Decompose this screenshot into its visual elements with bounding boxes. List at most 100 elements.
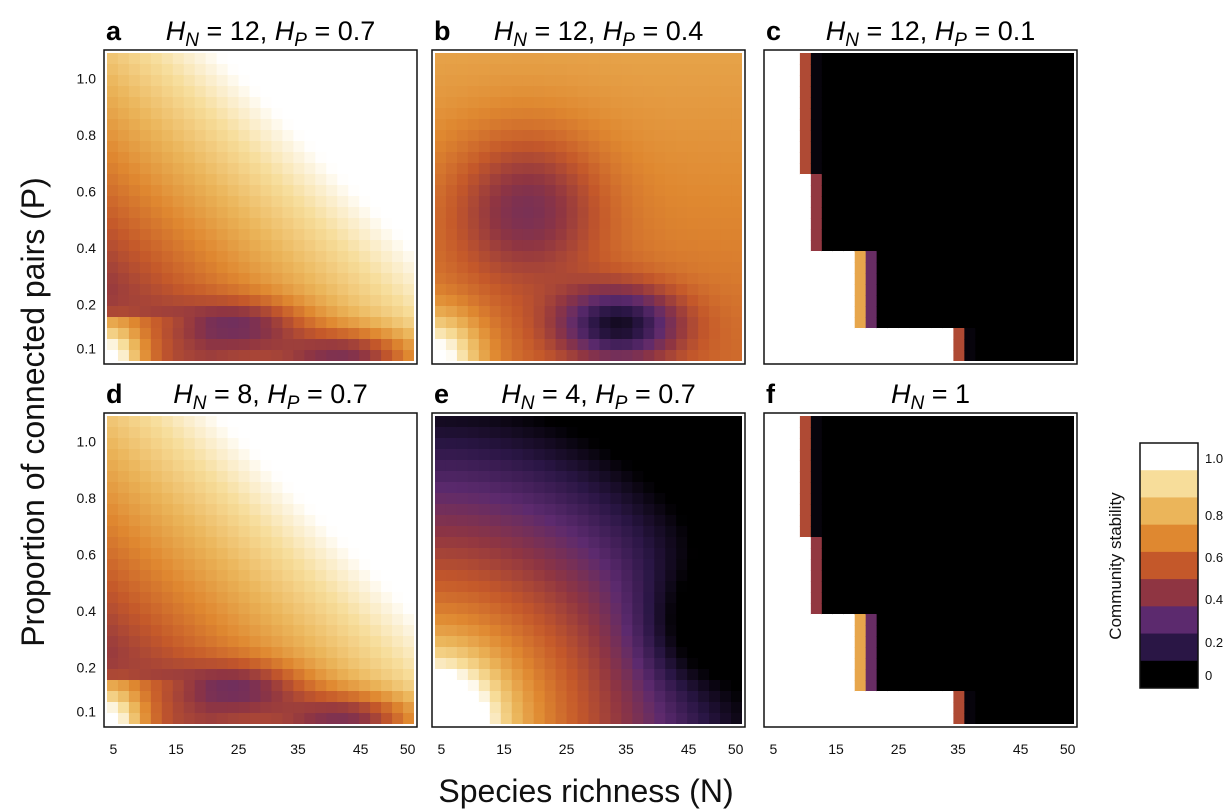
heatmap-cell: [139, 603, 152, 615]
heatmap-cell: [533, 229, 546, 241]
heatmap-cell: [544, 471, 557, 483]
heatmap-cell: [709, 350, 721, 361]
heatmap-cell: [238, 218, 251, 230]
heatmap-cell: [467, 691, 480, 703]
heatmap-cell: [315, 130, 327, 142]
heatmap-cell: [392, 658, 404, 670]
heatmap-cell: [898, 284, 911, 296]
heatmap-cell: [687, 614, 699, 626]
heatmap-cell: [337, 251, 349, 263]
heatmap-cell: [964, 449, 976, 461]
heatmap-cell: [107, 174, 119, 186]
heatmap-cell: [403, 614, 414, 626]
heatmap-cell: [1008, 559, 1020, 571]
heatmap-cell: [931, 691, 944, 703]
heatmap-cell: [665, 218, 677, 230]
heatmap-cell: [654, 592, 666, 604]
heatmap-cell: [326, 75, 338, 87]
heatmap-cell: [456, 438, 469, 450]
heatmap-cell: [610, 537, 622, 549]
heatmap-cell: [1041, 515, 1053, 527]
heatmap-cell: [348, 284, 360, 296]
heatmap-cell: [172, 548, 185, 560]
heatmap-cell: [128, 658, 141, 670]
heatmap-cell: [1019, 207, 1031, 219]
heatmap-cell: [1041, 713, 1053, 724]
heatmap-cell: [665, 702, 677, 714]
heatmap-cell: [788, 647, 801, 659]
heatmap-cell: [271, 658, 284, 670]
heatmap-cell: [942, 515, 954, 527]
heatmap-cell: [500, 229, 513, 241]
heatmap-cell: [359, 218, 371, 230]
heatmap-cell: [555, 460, 568, 472]
heatmap-cell: [599, 713, 612, 724]
panel-letter-e: e: [434, 379, 449, 409]
heatmap-cell: [227, 702, 240, 714]
heatmap-cell: [117, 603, 130, 615]
heatmap-cell: [854, 559, 867, 571]
heatmap-cell: [799, 174, 812, 186]
heatmap-cell: [975, 152, 987, 164]
heatmap-cell: [359, 75, 371, 87]
heatmap-cell: [260, 317, 273, 329]
heatmap-cell: [304, 328, 316, 340]
heatmap-cell: [1052, 713, 1064, 724]
heatmap-cell: [1030, 592, 1042, 604]
heatmap-cell: [698, 592, 710, 604]
heatmap-cell: [898, 350, 911, 361]
heatmap-cell: [720, 284, 732, 296]
heatmap-cell: [249, 75, 262, 87]
heatmap-cell: [467, 460, 480, 472]
heatmap-cell: [445, 471, 458, 483]
heatmap-cell: [920, 603, 933, 615]
heatmap-cell: [676, 669, 688, 681]
heatmap-cell: [315, 669, 327, 681]
heatmap-cell: [953, 504, 965, 516]
heatmap-cell: [381, 317, 393, 329]
heatmap-cell: [610, 273, 622, 285]
heatmap-cell: [172, 559, 185, 571]
heatmap-cell: [997, 504, 1009, 516]
heatmap-cell: [920, 207, 933, 219]
heatmap-cell: [1041, 339, 1053, 351]
heatmap-cell: [665, 240, 677, 252]
heatmap-cell: [150, 658, 163, 670]
heatmap-cell: [238, 416, 251, 428]
heatmap-cell: [227, 251, 240, 263]
heatmap-cell: [183, 273, 196, 285]
heatmap-cell: [843, 251, 856, 263]
heatmap-cell: [909, 108, 922, 120]
heatmap-cell: [370, 141, 382, 153]
heatmap-cell: [599, 691, 612, 703]
heatmap-cell: [698, 64, 710, 76]
heatmap-cell: [610, 416, 622, 428]
heatmap-cell: [1041, 240, 1053, 252]
heatmap-cell: [555, 339, 568, 351]
heatmap-cell: [854, 295, 867, 307]
heatmap-cell: [478, 295, 491, 307]
heatmap-cell: [1063, 141, 1074, 153]
heatmap-cell: [854, 460, 867, 472]
heatmap-cell: [909, 636, 922, 648]
heatmap-cell: [117, 702, 130, 714]
heatmap-cell: [898, 306, 911, 318]
heatmap-cell: [986, 86, 998, 98]
heatmap-cell: [577, 636, 590, 648]
heatmap-cell: [467, 449, 480, 461]
heatmap-cell: [1052, 262, 1064, 274]
heatmap-cell: [194, 218, 207, 230]
heatmap-cell: [337, 482, 349, 494]
heatmap-cell: [931, 636, 944, 648]
heatmap-cell: [887, 196, 900, 208]
heatmap-cell: [238, 504, 251, 516]
heatmap-cell: [304, 504, 316, 516]
heatmap-cell: [843, 350, 856, 361]
heatmap-cell: [216, 471, 229, 483]
heatmap-cell: [898, 471, 911, 483]
heatmap-cell: [1019, 185, 1031, 197]
heatmap-cell: [139, 262, 152, 274]
heatmap-cell: [687, 75, 699, 87]
heatmap-cell: [315, 647, 327, 659]
heatmap-cell: [478, 64, 491, 76]
